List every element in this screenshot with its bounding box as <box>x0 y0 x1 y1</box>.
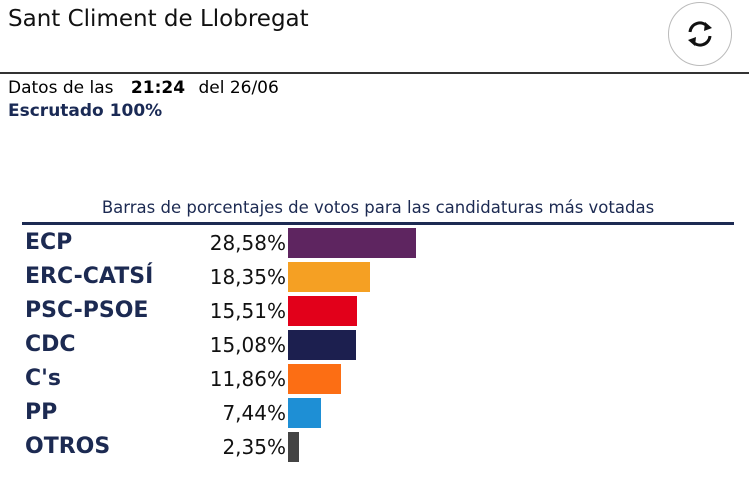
refresh-button[interactable] <box>668 2 732 66</box>
data-time-line: Datos de las 21:24 del 26/06 <box>8 77 279 100</box>
vote-bar <box>288 398 321 428</box>
data-time-prefix: Datos de las <box>8 78 114 98</box>
percent-label: 15,51% <box>209 299 286 323</box>
header: Sant Climent de Llobregat <box>0 0 749 74</box>
refresh-icon <box>688 21 712 47</box>
vote-bar <box>288 364 341 394</box>
percent-label: 28,58% <box>209 231 286 255</box>
party-label: ERC-CATSÍ <box>25 264 154 289</box>
vote-bar <box>288 262 370 292</box>
percent-label: 2,35% <box>222 435 286 459</box>
party-label: PP <box>25 400 58 425</box>
party-label: C's <box>25 366 61 391</box>
data-date: del 26/06 <box>198 78 279 98</box>
party-label: PSC-PSOE <box>25 298 149 323</box>
chart-title: Barras de porcentajes de votos para las … <box>101 198 655 217</box>
party-label: CDC <box>25 332 76 357</box>
party-label: ECP <box>25 230 73 255</box>
results-info: Datos de las 21:24 del 26/06 Escrutado 1… <box>8 77 279 123</box>
scrutiny-status: Escrutado 100% <box>8 101 163 121</box>
chart-divider <box>22 222 734 225</box>
data-time: 21:24 <box>130 78 186 98</box>
page-title: Sant Climent de Llobregat <box>8 6 309 32</box>
vote-bar <box>288 432 299 462</box>
percent-label: 7,44% <box>222 401 286 425</box>
percent-label: 11,86% <box>209 367 286 391</box>
vote-bar <box>288 330 356 360</box>
party-label: OTROS <box>25 434 111 459</box>
vote-bar <box>288 296 357 326</box>
percent-label: 18,35% <box>209 265 286 289</box>
vote-bar <box>288 228 416 258</box>
percent-label: 15,08% <box>209 333 286 357</box>
